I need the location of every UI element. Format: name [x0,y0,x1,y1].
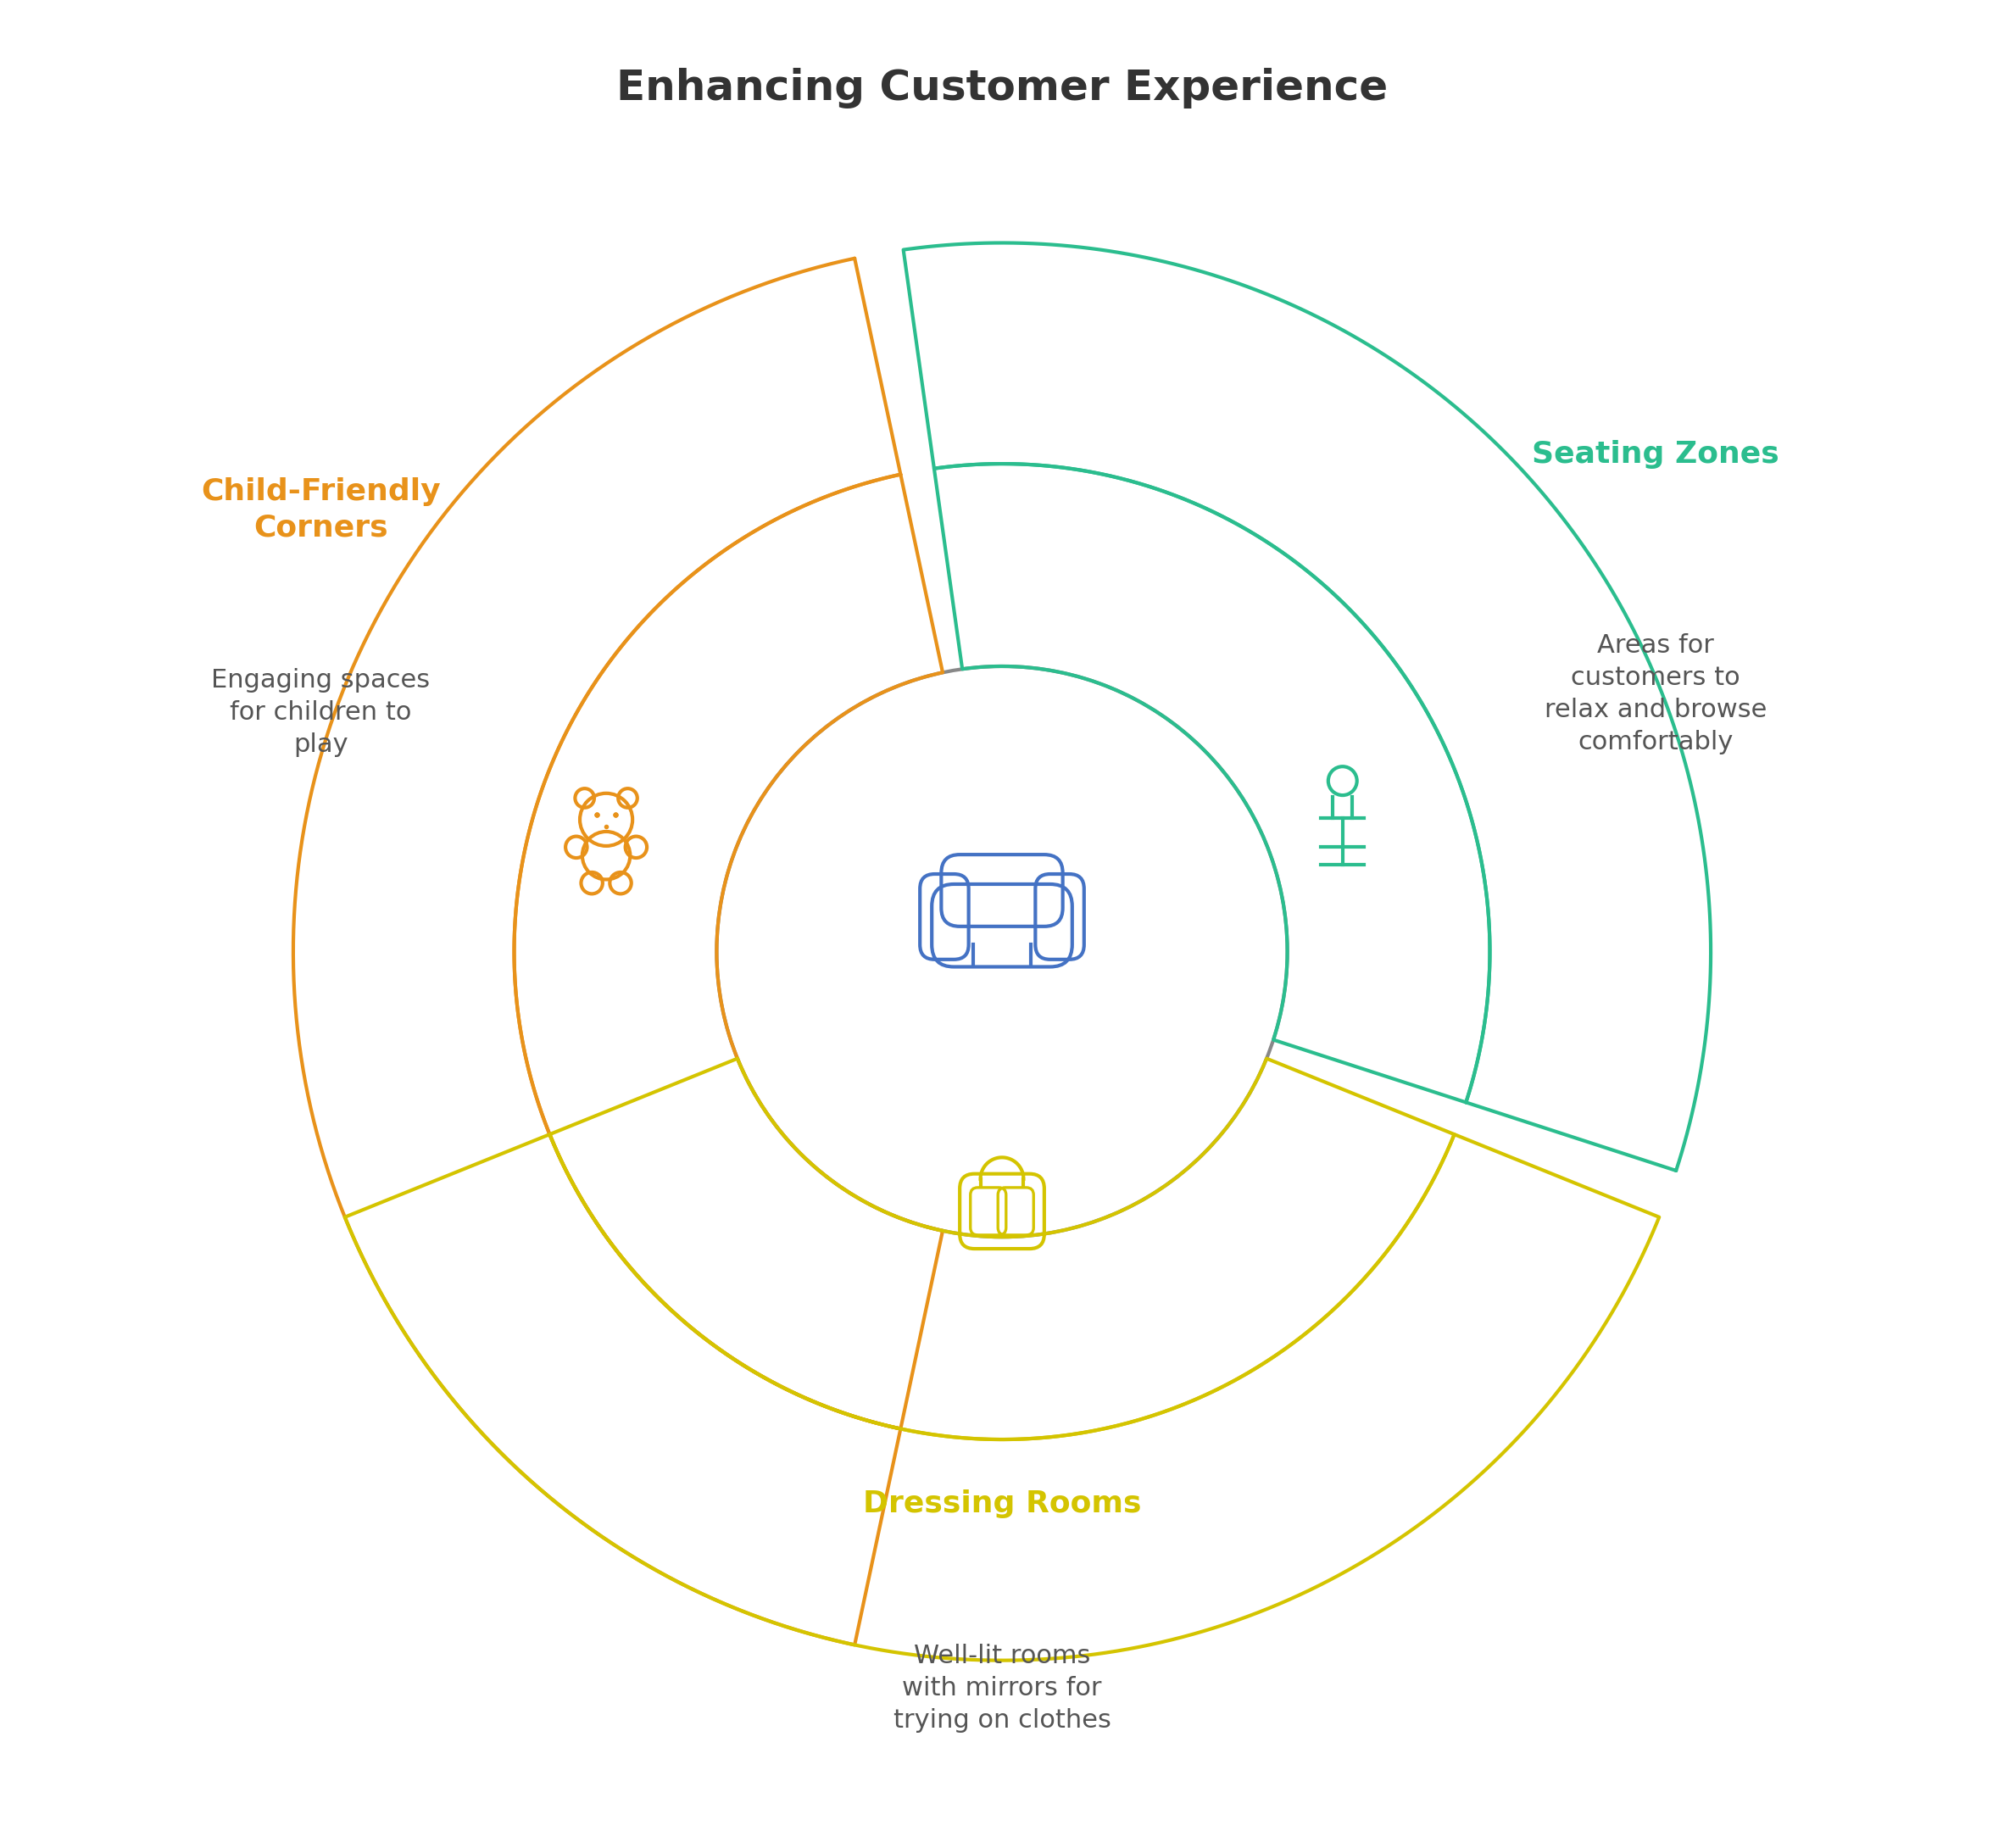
Text: Areas for
customers to
relax and browse
comfortably: Areas for customers to relax and browse … [1545,634,1768,754]
Text: Engaging spaces
for children to
play: Engaging spaces for children to play [212,667,431,758]
Text: Well-lit rooms
with mirrors for
trying on clothes: Well-lit rooms with mirrors for trying o… [894,1643,1110,1733]
Text: Seating Zones: Seating Zones [1531,440,1780,469]
Text: Enhancing Customer Experience: Enhancing Customer Experience [617,68,1387,109]
Text: Dressing Rooms: Dressing Rooms [864,1489,1140,1519]
Text: Child-Friendly
Corners: Child-Friendly Corners [200,477,441,541]
